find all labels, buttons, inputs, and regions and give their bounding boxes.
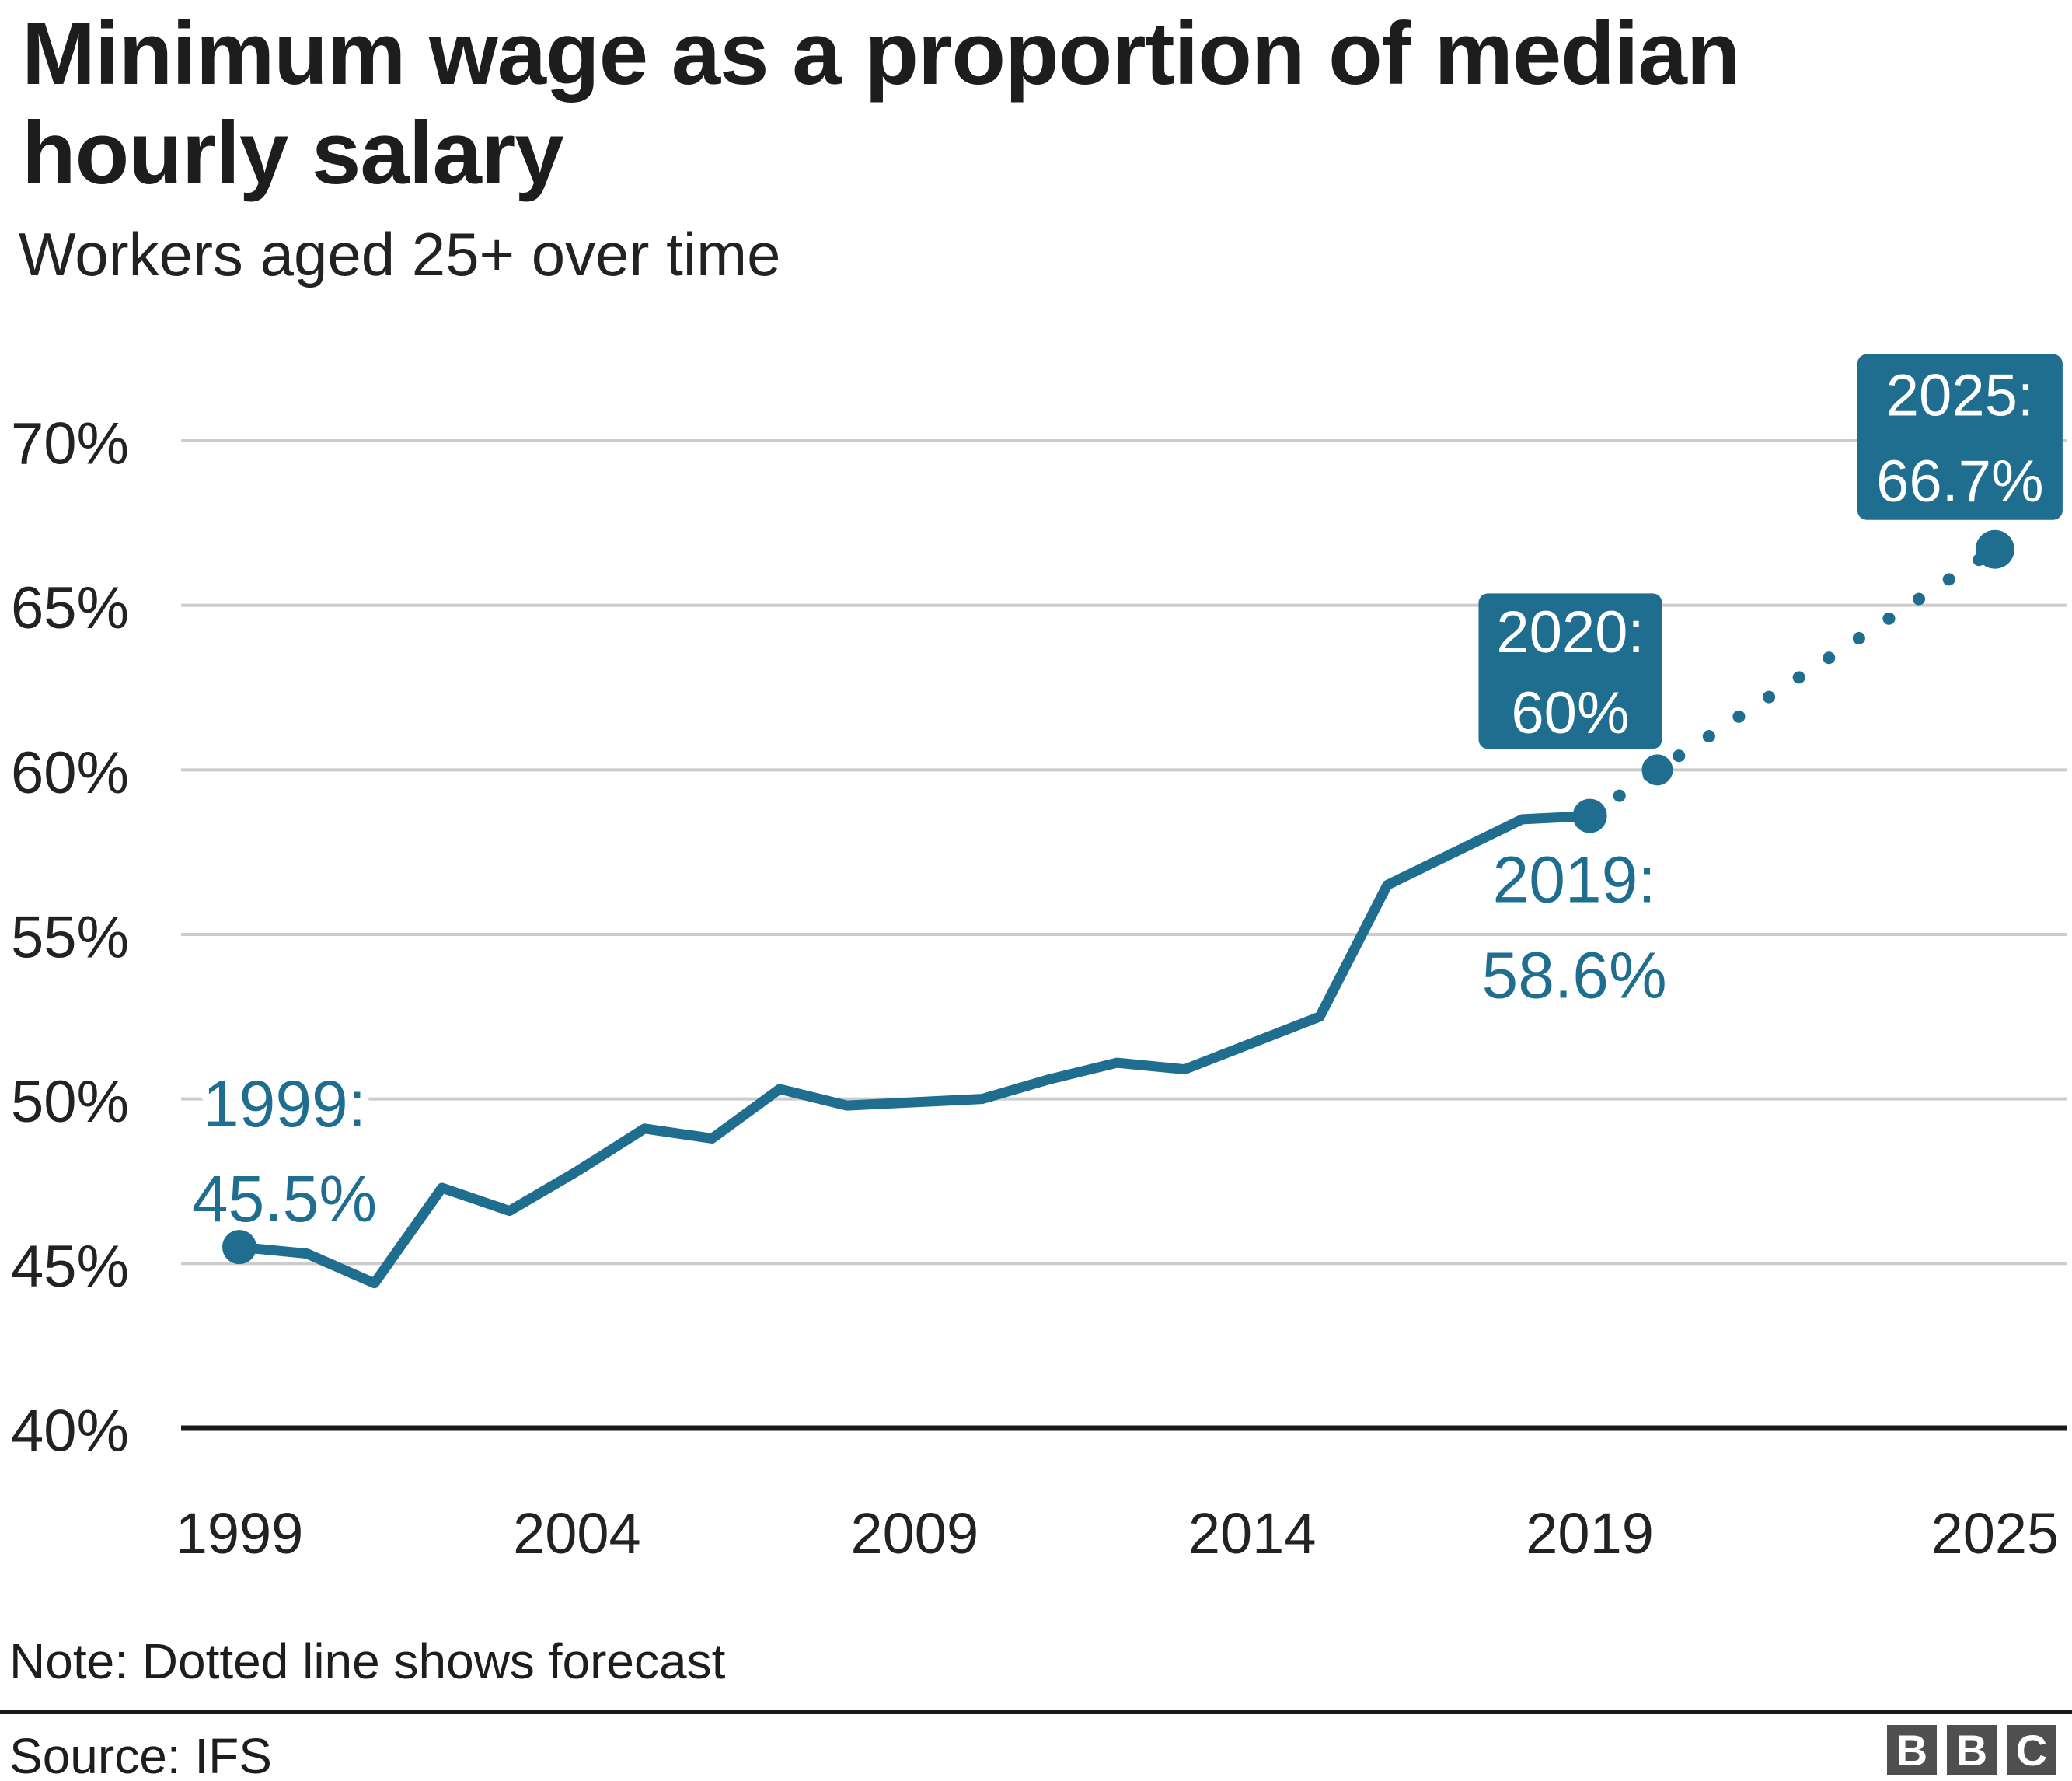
annotation-box-2025-line1: 2025:	[1886, 362, 2034, 428]
x-tick-label-1999: 1999	[176, 1501, 304, 1566]
bbc-logo-letter-1: B	[1896, 1725, 1928, 1775]
y-tick-label-65: 65%	[11, 575, 129, 641]
marker-dot-2020	[1641, 754, 1673, 786]
annotation-box-2025-line2: 66.7%	[1876, 449, 2044, 515]
series-line-actual	[234, 811, 1596, 1289]
y-tick-label-60: 60%	[11, 740, 129, 806]
x-tick-label-2025: 2025	[1931, 1501, 2060, 1566]
marker-dot-1999	[222, 1230, 256, 1265]
bbc-logo-square-2: B	[1947, 1725, 1997, 1775]
chart-source: Source: IFS	[9, 1728, 272, 1781]
y-tick-label-45: 45%	[11, 1234, 129, 1300]
annotation-label-2019-line1: 2019:	[1492, 843, 1655, 917]
y-tick-label-70: 70%	[11, 411, 129, 477]
bbc-logo-square-1: B	[1887, 1725, 1937, 1775]
chart-note: Note: Dotted line shows forecast	[9, 1633, 726, 1689]
bbc-logo-letter-3: C	[2015, 1725, 2048, 1775]
x-tick-label-2019: 2019	[1526, 1501, 1654, 1566]
x-tick-label-2009: 2009	[850, 1501, 978, 1566]
y-tick-label-50: 50%	[11, 1069, 129, 1135]
y-tick-label-55: 55%	[11, 904, 129, 970]
x-tick-label-2004: 2004	[513, 1501, 641, 1566]
annotation-box-2020-line2: 60%	[1511, 680, 1629, 746]
chart-title: Minimum wage as a proportion of median h…	[22, 5, 1980, 203]
bbc-logo: B B C	[1887, 1725, 2056, 1775]
bbc-logo-square-3: C	[2007, 1725, 2056, 1775]
x-tick-label-2014: 2014	[1188, 1501, 1317, 1566]
chart-subtitle: Workers aged 25+ over time	[19, 220, 781, 288]
footer-divider	[0, 1710, 2072, 1714]
marker-dot-2019	[1572, 798, 1607, 833]
y-tick-label-40: 40%	[11, 1398, 129, 1464]
annotation-label-1999-line2: 45.5%	[192, 1162, 377, 1235]
annotation-label-2019-line2: 58.6%	[1482, 939, 1667, 1012]
chart-title-line1: Minimum wage as a proportion of median	[22, 5, 1741, 103]
chart-title-line2: hourly salary	[22, 103, 564, 203]
annotation-box-2025	[1857, 354, 2063, 520]
marker-dot-2025	[1975, 529, 2014, 569]
annotation-label-1999-line1: 1999:	[203, 1067, 366, 1140]
annotation-box-2020	[1478, 593, 1662, 749]
annotation-box-2020-line1: 2020:	[1496, 599, 1644, 665]
bbc-logo-letter-2: B	[1955, 1725, 1988, 1775]
